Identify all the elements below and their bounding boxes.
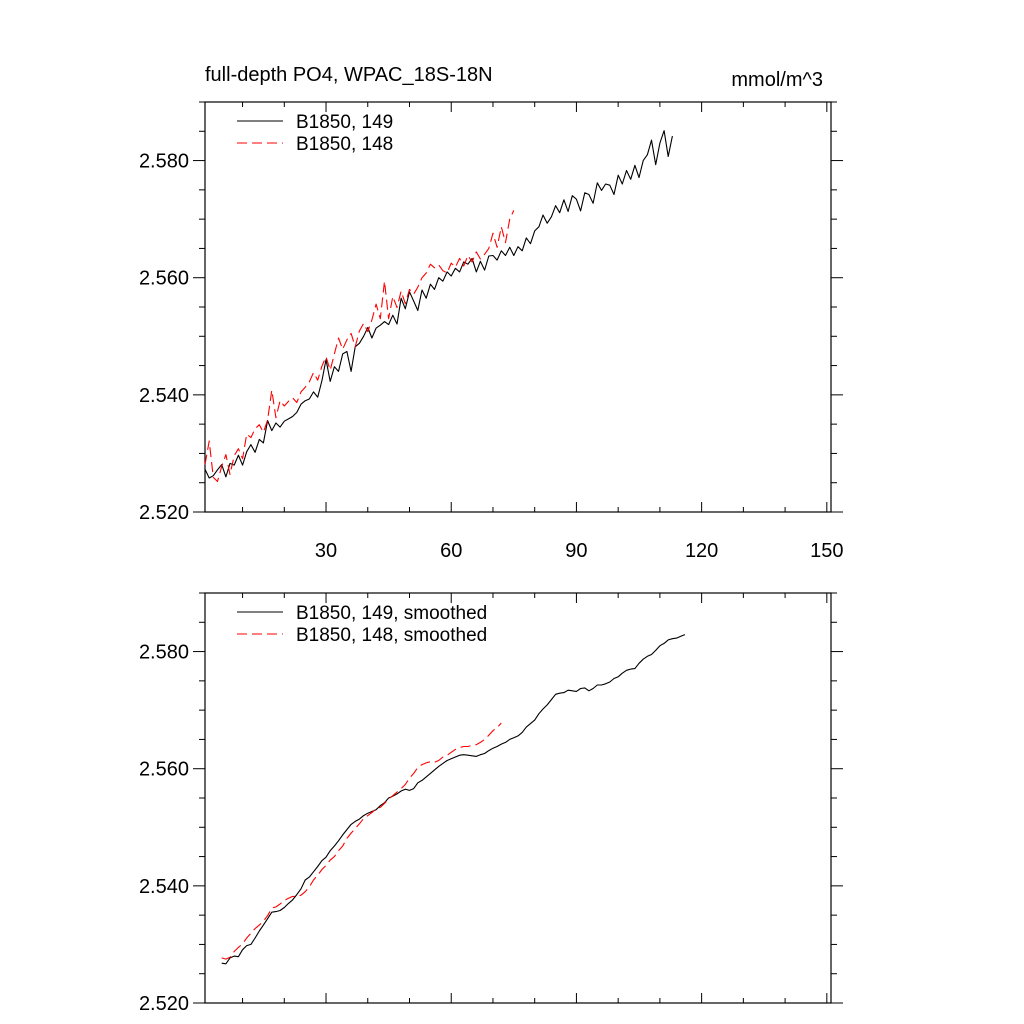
series-line-149 xyxy=(221,634,686,965)
series-line-148 xyxy=(221,722,502,960)
plot-frame xyxy=(204,101,832,513)
y-tick-label: 2.520 xyxy=(139,993,189,1015)
chart-title: full-depth PO4, WPAC_18S-18N xyxy=(205,64,493,86)
x-tick-label: 150 xyxy=(810,540,843,562)
y-tick-label: 2.560 xyxy=(139,268,189,290)
units-label: mmol/m^3 xyxy=(731,69,823,91)
legend-label: B1850, 148 xyxy=(296,134,393,155)
legend-label: B1850, 148, smoothed xyxy=(296,625,487,646)
legend-label: B1850, 149 xyxy=(296,112,393,133)
series-line-148 xyxy=(204,210,515,483)
top-panel: 30 60 90 120 150 2.520 2.540 2.560 2.580 B1850, 1… xyxy=(139,101,844,562)
y-tick-label: 2.520 xyxy=(139,502,189,524)
plot-frame xyxy=(204,592,832,1004)
y-tick-label: 2.580 xyxy=(139,642,189,664)
x-tick-label: 120 xyxy=(685,540,718,562)
y-tick-label: 2.540 xyxy=(139,876,189,898)
x-tick-label: 30 xyxy=(315,540,337,562)
y-tick-label: 2.540 xyxy=(139,385,189,407)
series-line-149 xyxy=(204,130,673,479)
y-tick-label: 2.580 xyxy=(139,151,189,173)
x-tick-label: 60 xyxy=(440,540,462,562)
legend-label: B1850, 149, smoothed xyxy=(296,603,487,624)
y-tick-label: 2.560 xyxy=(139,759,189,781)
bottom-panel: 2.520 2.540 2.560 2.580 B1850, 149, smoothed… xyxy=(139,592,843,1015)
x-tick-label: 90 xyxy=(565,540,587,562)
